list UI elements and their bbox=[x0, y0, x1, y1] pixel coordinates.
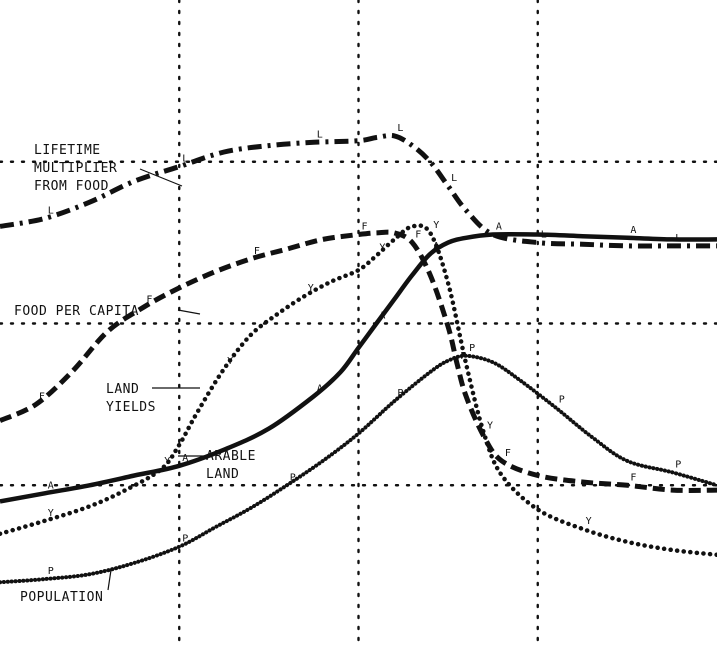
series-line-arable-land bbox=[0, 231, 717, 504]
marker-lifetime-multiplier-from-food-13: L bbox=[451, 173, 457, 184]
marker-arable-land-4: A bbox=[182, 453, 188, 464]
series-labels: LIFETIME MULTIPLIER FROM FOOD FOOD PER C… bbox=[14, 143, 256, 605]
marker-arable-land-19: A bbox=[630, 225, 636, 236]
marker-lifetime-multiplier-from-food-4: L bbox=[182, 154, 188, 165]
marker-lifetime-multiplier-from-food-1: L bbox=[48, 205, 54, 216]
marker-arable-land-16: A bbox=[496, 222, 502, 233]
label-food-per-capita: FOOD PER CAPITA bbox=[14, 304, 139, 319]
marker-lifetime-multiplier-from-food-7: L bbox=[317, 129, 323, 140]
series-line-lifetime-multiplier-from-food bbox=[0, 132, 717, 249]
series-line-population bbox=[0, 353, 717, 585]
marker-lifetime-multiplier-from-food-16: L bbox=[541, 230, 547, 241]
marker-lifetime-multiplier-from-food-19: L bbox=[675, 233, 681, 244]
series-curves bbox=[0, 132, 717, 585]
leader-food-per-capita bbox=[177, 309, 201, 315]
marker-food-per-capita-4: F bbox=[146, 294, 152, 305]
marker-food-per-capita-22: F bbox=[630, 472, 636, 483]
marker-arable-land-7: A bbox=[317, 383, 323, 394]
marker-land-yields-10: Y bbox=[308, 283, 314, 294]
marker-population-16: P bbox=[559, 395, 565, 406]
marker-arable-land-10: A bbox=[379, 311, 385, 322]
marker-food-per-capita-10: F bbox=[362, 222, 368, 233]
label-land-yields-line1: LAND bbox=[106, 382, 139, 397]
marker-land-yields-19: Y bbox=[487, 421, 493, 432]
marker-land-yields-22: Y bbox=[586, 516, 592, 527]
marker-land-yields-13: Y bbox=[379, 243, 385, 254]
marker-food-per-capita-13: F bbox=[415, 230, 421, 241]
marker-population-10: P bbox=[397, 388, 403, 399]
marker-arable-land-13: A bbox=[433, 241, 439, 252]
label-arable-land-line1: ARABLE bbox=[206, 449, 256, 464]
marker-food-per-capita-16: F bbox=[460, 351, 466, 362]
marker-lifetime-multiplier-from-food-10: L bbox=[397, 123, 403, 134]
marker-food-per-capita-1: F bbox=[39, 391, 45, 402]
marker-land-yields-16: Y bbox=[433, 220, 439, 231]
label-arable-land-line2: LAND bbox=[206, 467, 239, 482]
series-line-food-per-capita bbox=[0, 229, 717, 493]
marker-population-1: P bbox=[48, 566, 54, 577]
marker-population-4: P bbox=[182, 534, 188, 545]
series-line-land-yields bbox=[0, 223, 717, 558]
marker-arable-land-1: A bbox=[48, 480, 54, 491]
label-lifetime-multiplier-line1: LIFETIME bbox=[34, 143, 101, 158]
marker-population-7: P bbox=[290, 472, 296, 483]
marker-land-yields-1: Y bbox=[48, 508, 54, 519]
marker-population-19: P bbox=[675, 459, 681, 470]
marker-land-yields-7: Y bbox=[227, 356, 233, 367]
marker-food-per-capita-19: F bbox=[505, 448, 511, 459]
leader-lifetime-multiplier bbox=[139, 168, 183, 187]
marker-land-yields-4: Y bbox=[164, 456, 170, 467]
label-lifetime-multiplier-line3: FROM FOOD bbox=[34, 179, 109, 194]
leader-population bbox=[107, 569, 112, 591]
marker-food-per-capita-7: F bbox=[254, 246, 260, 257]
label-land-yields-line2: YIELDS bbox=[106, 400, 156, 415]
label-population: POPULATION bbox=[20, 590, 103, 605]
label-lifetime-multiplier-line2: MULTIPLIER bbox=[34, 161, 117, 176]
marker-population-13: P bbox=[469, 343, 475, 354]
